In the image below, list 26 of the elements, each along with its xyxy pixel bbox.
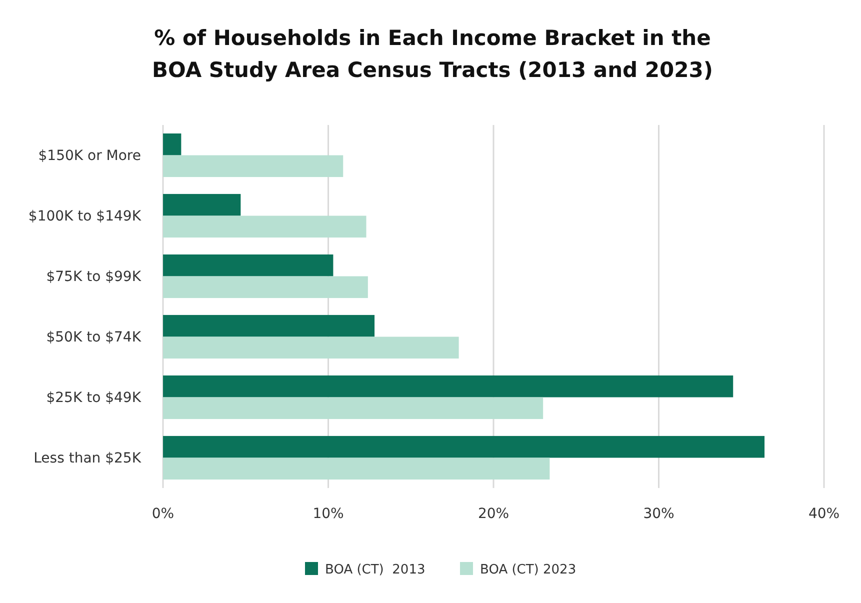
x-tick-label: 20% [478,506,510,522]
legend-label: BOA (CT) 2023 [480,562,576,578]
bar [163,194,241,216]
y-tick-label: $100K to $149K [28,208,142,225]
bar [163,397,544,420]
y-tick-label: $75K to $99K [46,269,142,286]
bar [163,133,182,156]
bar [163,436,765,458]
bar [163,375,734,398]
bar [163,314,375,337]
x-tick-label: 40% [808,506,840,522]
y-tick-label: $25K to $49K [46,390,142,406]
legend-label: BOA (CT) 2013 [325,562,426,578]
bar [163,276,368,298]
bar [163,336,459,359]
x-tick-label: 10% [312,506,344,522]
y-tick-label: $50K to $74K [46,330,142,346]
bar [163,155,344,178]
bar [163,216,366,238]
chart-title: % of Households in Each Income Bracket in the BOA Study Area Census Tracts (2013 and 2023) [152,26,713,82]
y-tick-label: Less than $25K [34,450,142,467]
bar [163,254,334,276]
x-tick-label: 0% [152,506,174,522]
x-tick-label: 30% [643,506,674,522]
y-tick-label: $150K or More [38,148,141,164]
bar [163,458,550,480]
